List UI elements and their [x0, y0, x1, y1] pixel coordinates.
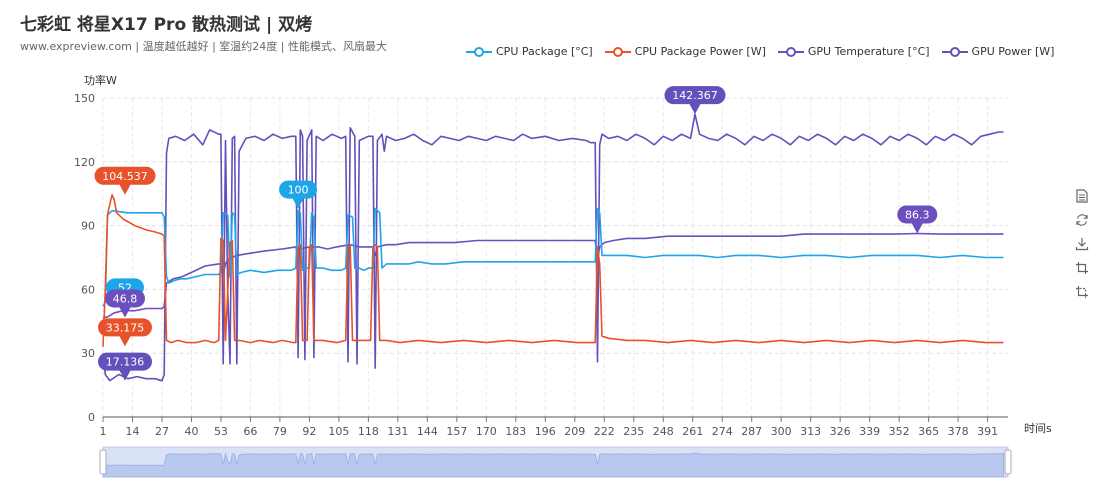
x-tick-label: 391: [977, 425, 998, 438]
legend-symbol-icon: [466, 46, 492, 57]
marker-label: 33.175: [106, 321, 145, 334]
max-min-marker: 17.136: [98, 352, 152, 381]
max-min-marker: 46.8: [105, 289, 145, 318]
x-tick-label: 365: [918, 425, 939, 438]
legend-label: CPU Package [°C]: [496, 45, 593, 58]
series-line-2: [102, 232, 1004, 319]
legend-label: GPU Temperature [°C]: [807, 45, 930, 58]
x-tick-label: 196: [535, 425, 556, 438]
x-tick-label: 105: [328, 425, 349, 438]
x-tick-label: 157: [446, 425, 467, 438]
legend-item[interactable]: GPU Power [W]: [941, 45, 1055, 58]
legend-item[interactable]: CPU Package [°C]: [466, 45, 593, 58]
y-tick-label: 30: [81, 347, 95, 360]
x-tick-label: 339: [859, 425, 880, 438]
x-tick-label: 40: [184, 425, 198, 438]
x-tick-label: 27: [155, 425, 169, 438]
zoom-handle-right[interactable]: [1004, 449, 1012, 475]
x-tick-label: 144: [417, 425, 438, 438]
marker-pointer: [119, 183, 131, 195]
marker-label: 46.8: [113, 292, 138, 305]
marker-bubble: [279, 180, 318, 199]
marker-pointer: [119, 335, 131, 347]
x-tick-label: 300: [771, 425, 792, 438]
zoom-icon[interactable]: [1074, 260, 1090, 276]
x-tick-label: 326: [830, 425, 851, 438]
y-tick-label: 0: [88, 411, 95, 424]
x-tick-label: 131: [387, 425, 408, 438]
x-tick-label: 235: [623, 425, 644, 438]
chart-legend: CPU Package [°C] CPU Package Power [W] GPU…: [466, 45, 1054, 58]
chart-toolbox: [1074, 188, 1090, 300]
series-line-3: [102, 113, 1004, 382]
marker-bubble: [98, 352, 152, 371]
x-tick-label: 248: [653, 425, 674, 438]
marker-label: 86.3: [905, 208, 930, 221]
marker-bubble: [98, 318, 152, 337]
zoom-handle-left[interactable]: [99, 449, 107, 475]
page-subtitle: www.expreview.com | 温度越低越好 | 室温约24度 | 性能…: [20, 40, 387, 53]
save-image-icon[interactable]: [1074, 236, 1090, 252]
y-tick-label: 150: [74, 92, 95, 105]
x-tick-label: 170: [476, 425, 497, 438]
x-tick-label: 118: [358, 425, 379, 438]
x-tick-label: 66: [243, 425, 257, 438]
max-min-marker: 33.175: [98, 318, 152, 347]
max-min-marker: 86.3: [897, 205, 938, 234]
legend-item[interactable]: CPU Package Power [W]: [604, 45, 766, 58]
max-min-marker: 100: [279, 180, 318, 209]
y-tick-label: 90: [81, 220, 95, 233]
x-tick-label: 378: [948, 425, 969, 438]
marker-pointer: [119, 306, 131, 318]
x-tick-label: 53: [214, 425, 228, 438]
marker-bubble: [105, 289, 145, 308]
marker-pointer: [119, 369, 131, 381]
x-tick-label: 209: [564, 425, 585, 438]
x-axis-label: 时间s: [1024, 422, 1052, 435]
y-tick-label: 120: [74, 156, 95, 169]
max-min-marker: 142.367: [664, 86, 726, 115]
marker-bubble: [664, 86, 726, 105]
x-tick-label: 14: [125, 425, 139, 438]
restore-icon[interactable]: [1074, 212, 1090, 228]
x-tick-label: 1: [100, 425, 107, 438]
legend-label: CPU Package Power [W]: [634, 45, 766, 58]
marker-label: 104.537: [102, 170, 148, 183]
x-tick-label: 261: [682, 425, 703, 438]
x-tick-label: 287: [741, 425, 762, 438]
x-tick-label: 79: [273, 425, 287, 438]
legend-symbol-icon: [604, 46, 631, 57]
marker-label: 142.367: [672, 89, 718, 102]
x-tick-label: 274: [712, 425, 733, 438]
marker-bubble: [94, 166, 156, 185]
legend-symbol-icon: [777, 46, 804, 57]
marker-label: 17.136: [106, 356, 145, 369]
x-tick-label: 92: [302, 425, 316, 438]
marker-pointer: [911, 222, 924, 234]
x-tick-label: 313: [800, 425, 821, 438]
max-min-marker: 104.537: [94, 166, 156, 195]
zoom-reset-icon[interactable]: [1074, 284, 1090, 300]
x-tick-label: 183: [505, 425, 526, 438]
y-axis-label: 功率W: [84, 73, 117, 87]
marker-pointer: [292, 197, 305, 209]
marker-label: 100: [288, 184, 309, 197]
legend-label: GPU Power [W]: [971, 45, 1055, 58]
legend-symbol-icon: [941, 46, 968, 57]
series-line-1: [102, 194, 1004, 347]
x-tick-label: 222: [594, 425, 615, 438]
x-tick-label: 352: [889, 425, 910, 438]
data-view-icon[interactable]: [1074, 188, 1090, 204]
page-title: 七彩虹 将星X17 Pro 散热测试 | 双烤: [20, 15, 313, 35]
series-line-0: [102, 207, 1004, 307]
legend-item[interactable]: GPU Temperature [°C]: [777, 45, 930, 58]
zoom-slider-preview: [102, 452, 1005, 478]
marker-bubble: [897, 205, 938, 224]
y-tick-label: 60: [81, 283, 95, 296]
zoom-selected-range: [103, 447, 1008, 477]
marker-pointer: [688, 103, 701, 115]
